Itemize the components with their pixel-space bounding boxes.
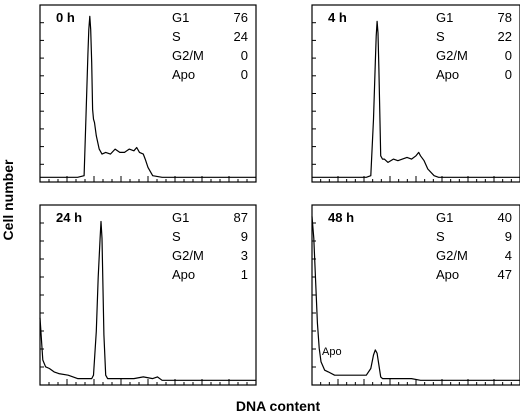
histogram-trace — [40, 15, 256, 178]
stat-label: G2/M — [172, 48, 204, 63]
stat-value: 76 — [234, 10, 248, 25]
panel-title: 4 h — [328, 10, 347, 25]
stat-label: G1 — [436, 210, 453, 225]
stat-value: 0 — [505, 67, 512, 82]
panel-frame — [39, 4, 257, 183]
panel-title: 0 h — [56, 10, 75, 25]
stat-value: 0 — [241, 67, 248, 82]
stat-label: Apo — [436, 67, 459, 82]
panel-frame — [311, 204, 520, 386]
stat-value: 87 — [234, 210, 248, 225]
stat-value: 78 — [498, 10, 512, 25]
stat-label: G2/M — [436, 248, 468, 263]
stat-value: 40 — [498, 210, 512, 225]
stat-label: S — [436, 229, 445, 244]
stat-label: Apo — [172, 67, 195, 82]
histogram-panel-1: 0 h G1 76 S 24 G2/M 0 Apo 0 — [39, 4, 257, 183]
panel-title: 24 h — [56, 210, 82, 225]
panel-title: 48 h — [328, 210, 354, 225]
histogram-trace — [312, 20, 520, 178]
stat-label: S — [172, 29, 181, 44]
stat-value: 9 — [241, 229, 248, 244]
histogram-trace — [39, 220, 256, 381]
peak-annotation: Apo — [322, 346, 342, 358]
stat-value: 0 — [241, 48, 248, 63]
stat-label: S — [172, 229, 181, 244]
stat-value: 47 — [498, 267, 512, 282]
x-axis-label: DNA content — [236, 398, 321, 414]
histogram-panel-3: 24 h G1 87 S 9 G2/M 3 Apo 1 — [39, 204, 257, 386]
stat-label: Apo — [172, 267, 195, 282]
stat-label: S — [436, 29, 445, 44]
stat-value: 22 — [498, 29, 512, 44]
stat-value: 24 — [234, 29, 248, 44]
stat-value: 3 — [241, 248, 248, 263]
histogram-panel-4: 48 h G1 40 S 9 G2/M 4 Apo 47 Apo — [311, 204, 520, 386]
stat-value: 0 — [505, 48, 512, 63]
stat-value: 1 — [241, 267, 248, 282]
stat-label: G2/M — [172, 248, 204, 263]
panel-frame — [39, 204, 257, 386]
stat-label: Apo — [436, 267, 459, 282]
histogram-panel-2: 4 h G1 78 S 22 G2/M 0 Apo 0 — [311, 4, 520, 183]
stat-value: 9 — [505, 229, 512, 244]
y-axis-label: Cell number — [0, 159, 16, 240]
stat-label: G1 — [436, 10, 453, 25]
stat-label: G1 — [172, 210, 189, 225]
stat-value: 4 — [505, 248, 512, 263]
stat-label: G1 — [172, 10, 189, 25]
histogram-trace — [311, 216, 520, 381]
stat-label: G2/M — [436, 48, 468, 63]
